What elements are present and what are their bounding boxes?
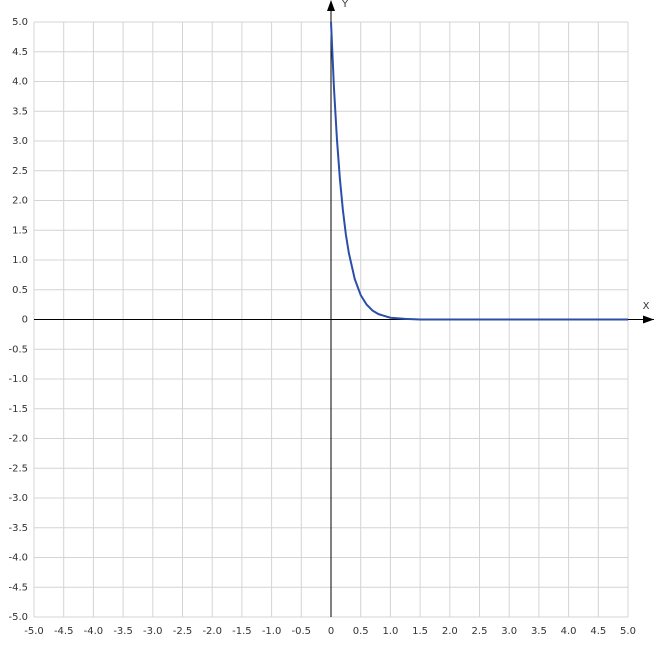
x-tick-label: -1.0	[262, 626, 282, 637]
x-tick-label: -4.0	[84, 626, 104, 637]
y-tick-label: -3.0	[8, 493, 28, 504]
y-tick-label: -2.5	[8, 463, 28, 474]
y-tick-label: -4.5	[8, 582, 28, 593]
y-axis-arrow	[327, 0, 335, 11]
y-tick-label: 0	[22, 315, 28, 326]
y-tick-label: -0.5	[8, 344, 28, 355]
y-tick-label: 5.0	[12, 17, 28, 28]
x-tick-label: 4.0	[561, 626, 577, 637]
x-axis-label: X	[643, 301, 650, 312]
x-tick-label: -1.5	[232, 626, 252, 637]
y-tick-label: -3.5	[8, 523, 28, 534]
x-tick-label: -2.5	[173, 626, 193, 637]
x-tick-label: 0.5	[353, 626, 369, 637]
x-tick-label: 3.5	[531, 626, 547, 637]
y-tick-label: -1.0	[8, 374, 28, 385]
x-tick-label: 2.5	[472, 626, 488, 637]
y-tick-label: 0.5	[12, 285, 28, 296]
x-tick-label: -0.5	[292, 626, 312, 637]
x-axis-arrow	[643, 315, 654, 324]
x-tick-label: -3.5	[113, 626, 133, 637]
y-tick-label: 3.5	[12, 106, 28, 117]
y-tick-label: 3.0	[12, 136, 28, 147]
x-tick-label: 2.0	[442, 626, 458, 637]
y-tick-label: 4.0	[12, 77, 28, 88]
y-tick-label: 2.0	[12, 196, 28, 207]
y-tick-label: 1.0	[12, 255, 28, 266]
y-tick-label: -5.0	[8, 612, 28, 623]
x-tick-label: 4.5	[590, 626, 606, 637]
y-tick-label: 1.5	[12, 225, 28, 236]
x-tick-label: -2.0	[202, 626, 222, 637]
x-tick-label: 1.5	[412, 626, 428, 637]
x-tick-label: 0	[328, 626, 334, 637]
y-tick-label: 4.5	[12, 47, 28, 58]
y-axis-label: Y	[341, 0, 349, 10]
y-tick-label: -2.0	[8, 434, 28, 445]
y-tick-label: -1.5	[8, 404, 28, 415]
line	[330, 21, 628, 321]
y-tick-label: 2.5	[12, 166, 28, 177]
x-tick-label: 3.0	[501, 626, 517, 637]
x-tick-label: -4.5	[54, 626, 74, 637]
x-tick-label: 1.0	[382, 626, 398, 637]
x-tick-label: 5.0	[620, 626, 636, 637]
y-tick-label: -4.0	[8, 553, 28, 564]
x-tick-label: -3.0	[143, 626, 163, 637]
x-tick-label: -5.0	[24, 626, 44, 637]
